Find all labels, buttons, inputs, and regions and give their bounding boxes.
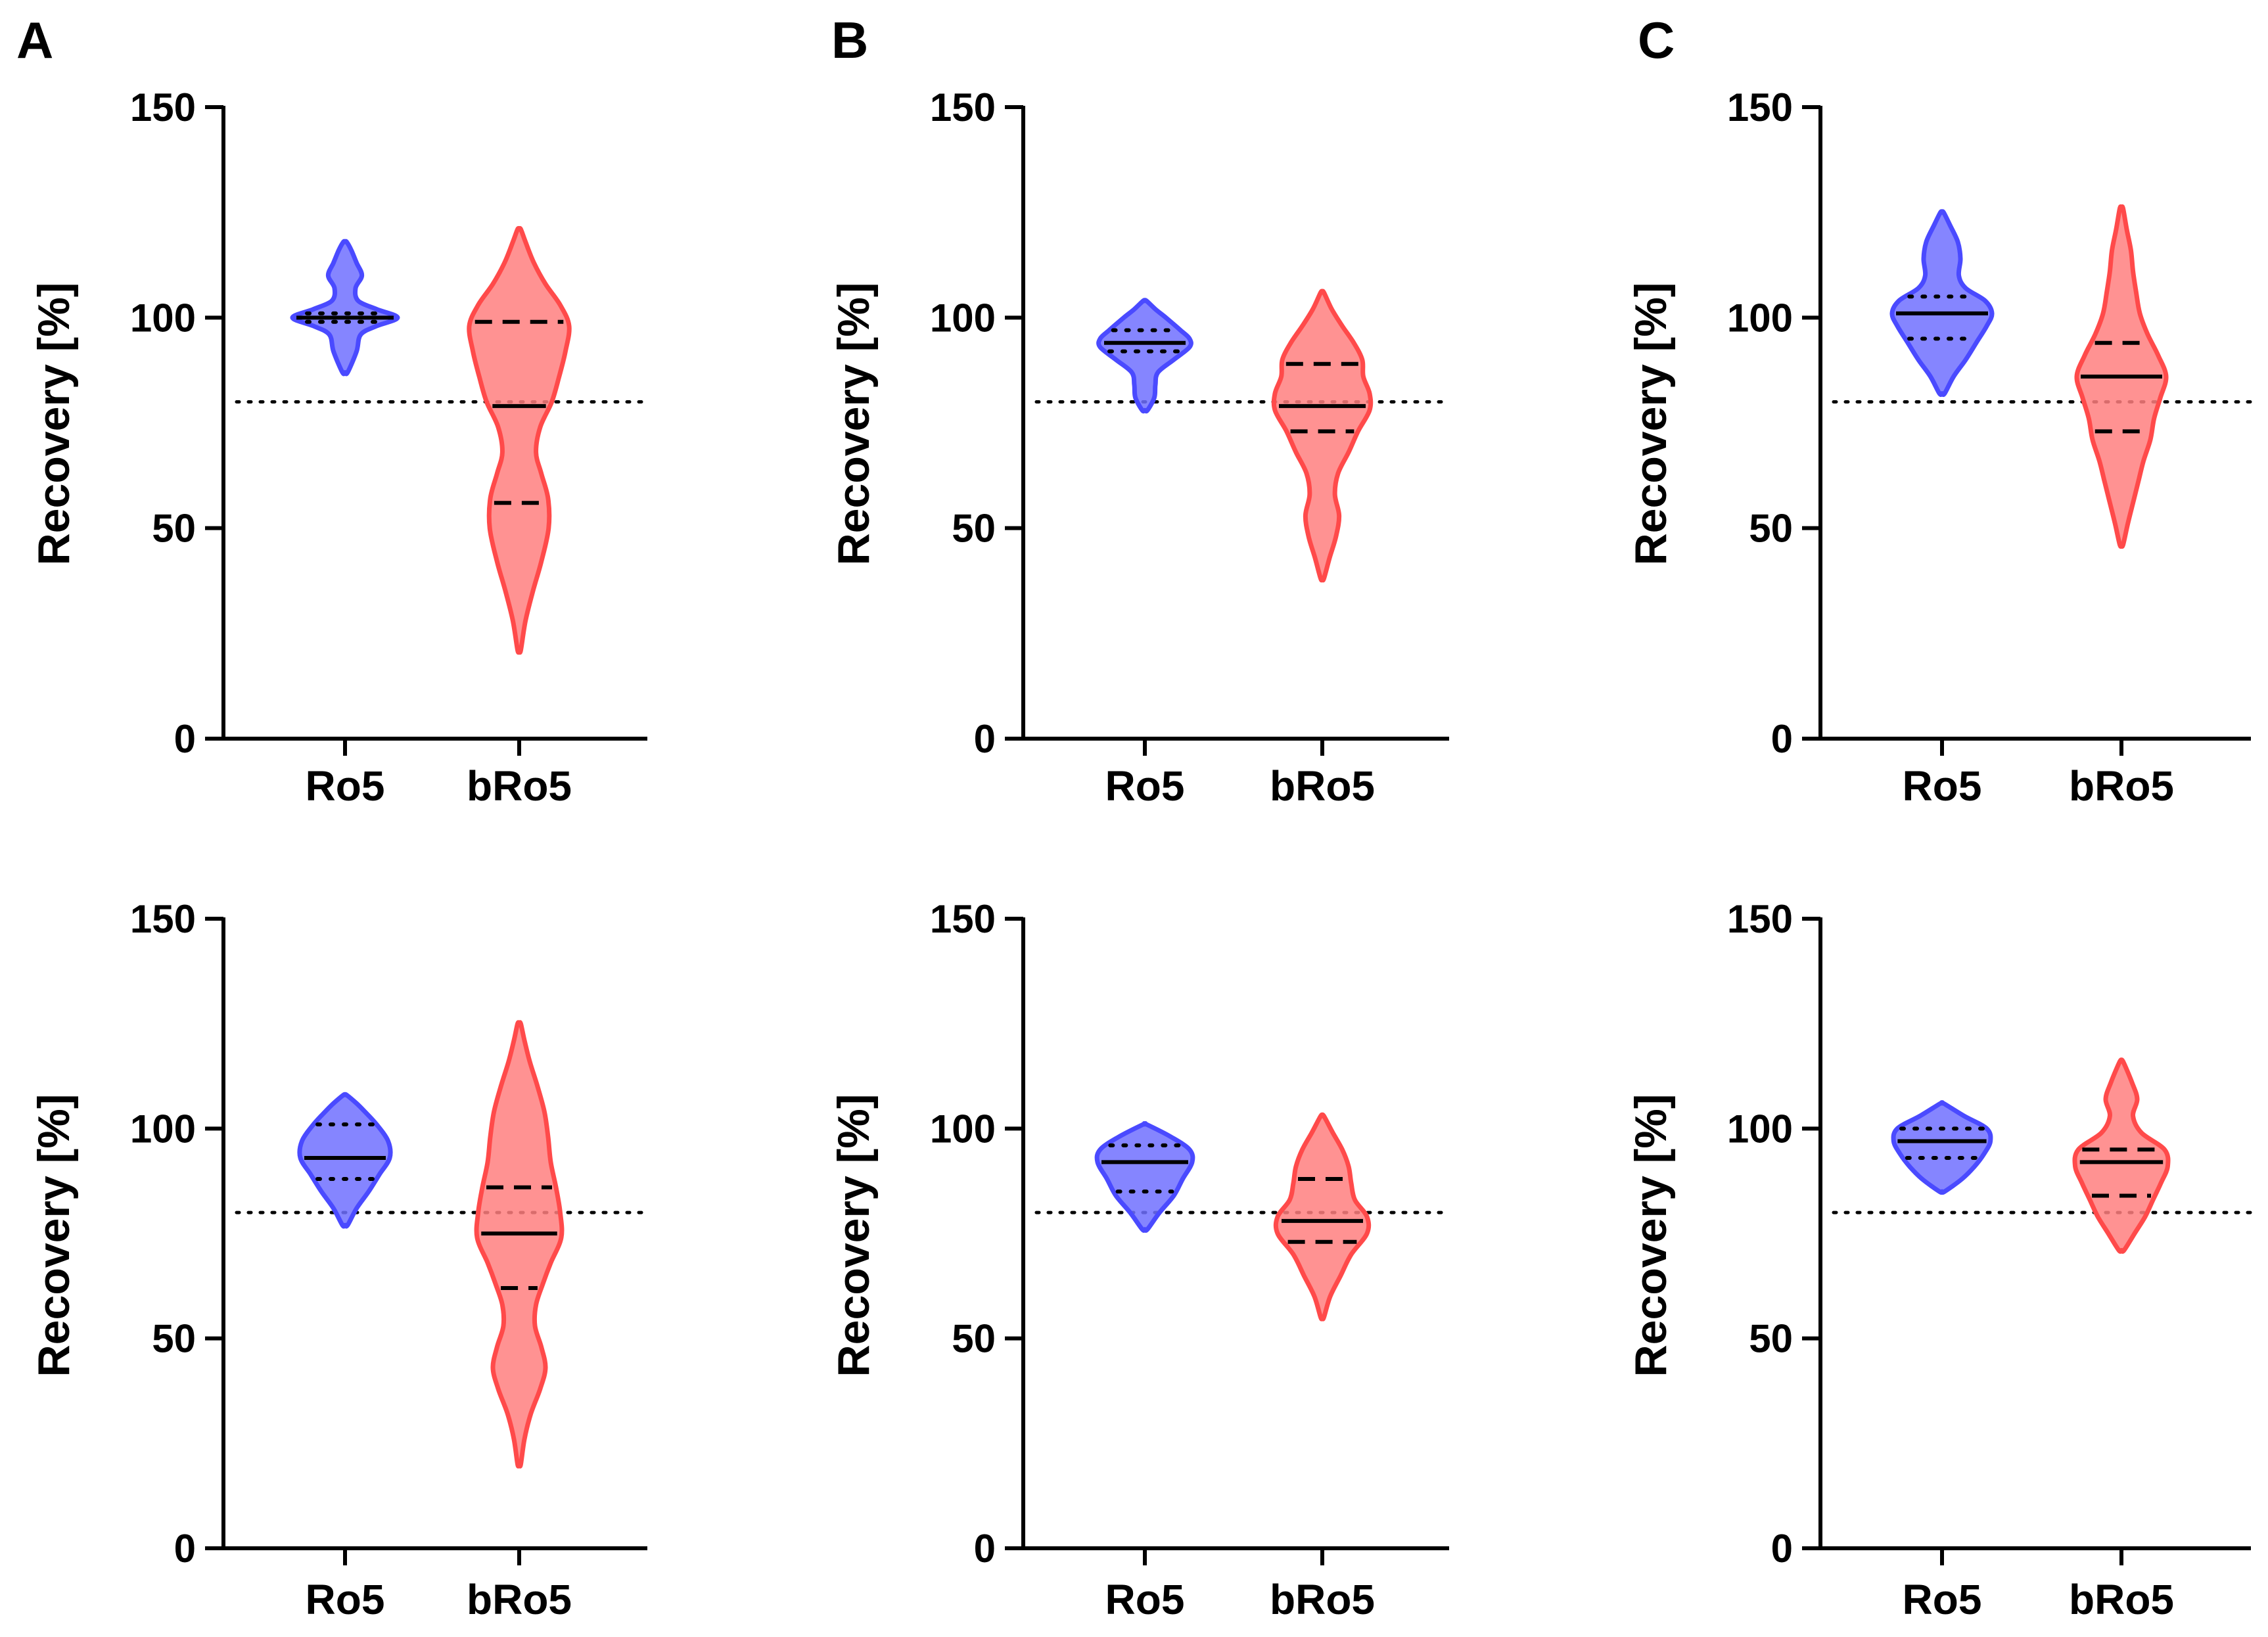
violin-chart-c-top: 0 50 100 150 Recovery [%] Ro5 bRo5 bbox=[1626, 85, 2253, 810]
violin-ro5 bbox=[1096, 298, 1193, 414]
y-tick-label: 150 bbox=[1727, 85, 1793, 129]
y-tick-label: 150 bbox=[930, 85, 996, 129]
x-category-label: Ro5 bbox=[306, 762, 385, 810]
violin-ro5 bbox=[290, 239, 400, 377]
y-tick-label: 50 bbox=[1749, 1317, 1793, 1361]
y-axis-label: Recovery [%] bbox=[1626, 1094, 1676, 1377]
y-tick-label: 100 bbox=[930, 296, 996, 340]
x-category-label: bRo5 bbox=[2069, 762, 2174, 810]
y-tick-label: 100 bbox=[130, 1107, 196, 1151]
violin-chart-a-bottom: 0 50 100 150 Recovery [%] Ro5 bRo5 bbox=[29, 897, 649, 1623]
y-tick-label: 150 bbox=[1727, 897, 1793, 941]
violin-chart-a-top: 0 50 100 150 Recovery [%] Ro5 bRo5 bbox=[29, 85, 649, 810]
panel-letter-c: C bbox=[1638, 11, 1675, 69]
y-tick-label: 0 bbox=[1771, 717, 1793, 761]
violin-chart-b-bottom: 0 50 100 150 Recovery [%] Ro5 bRo5 bbox=[829, 897, 1451, 1623]
x-category-label: bRo5 bbox=[1270, 762, 1375, 810]
violin-plots-group: 0 50 100 150 Recovery [%] Ro5 bRo5 0 50 100 150 Rec… bbox=[29, 85, 2253, 1623]
y-axis-label: Recovery [%] bbox=[1626, 283, 1676, 566]
y-axis-label: Recovery [%] bbox=[829, 1094, 879, 1377]
y-tick-label: 0 bbox=[974, 717, 996, 761]
y-tick-label: 0 bbox=[174, 717, 196, 761]
violin-bro5 bbox=[1271, 288, 1374, 583]
y-tick-label: 150 bbox=[930, 897, 996, 941]
y-tick-label: 50 bbox=[952, 507, 996, 551]
violin-bro5 bbox=[467, 225, 572, 655]
violin-bro5 bbox=[474, 1020, 565, 1469]
y-tick-label: 150 bbox=[130, 85, 196, 129]
x-category-label: Ro5 bbox=[1105, 1576, 1185, 1623]
x-category-label: Ro5 bbox=[1903, 762, 1982, 810]
violin-ro5 bbox=[297, 1092, 393, 1229]
panel-letter-a: A bbox=[16, 11, 53, 69]
violin-chart-b-top: 0 50 100 150 Recovery [%] Ro5 bRo5 bbox=[829, 85, 1451, 810]
y-tick-label: 100 bbox=[930, 1107, 996, 1151]
x-category-label: Ro5 bbox=[1105, 762, 1185, 810]
y-axis-label: Recovery [%] bbox=[29, 1094, 79, 1377]
violin-bro5 bbox=[2072, 1057, 2171, 1254]
y-tick-label: 0 bbox=[974, 1527, 996, 1571]
violin-ro5 bbox=[1889, 209, 1995, 398]
y-tick-label: 100 bbox=[1727, 1107, 1793, 1151]
x-category-label: bRo5 bbox=[467, 762, 572, 810]
violin-chart-c-bottom: 0 50 100 150 Recovery [%] Ro5 bRo5 bbox=[1626, 897, 2253, 1623]
x-category-label: bRo5 bbox=[1270, 1576, 1375, 1623]
y-axis-label: Recovery [%] bbox=[29, 283, 79, 566]
y-tick-label: 50 bbox=[152, 1317, 196, 1361]
y-tick-label: 50 bbox=[152, 507, 196, 551]
x-category-label: Ro5 bbox=[306, 1576, 385, 1623]
panel-letter-b: B bbox=[831, 11, 868, 69]
x-category-label: bRo5 bbox=[467, 1576, 572, 1623]
violin-bro5 bbox=[1273, 1112, 1372, 1322]
y-tick-label: 50 bbox=[952, 1317, 996, 1361]
y-tick-label: 0 bbox=[174, 1527, 196, 1571]
y-axis-label: Recovery [%] bbox=[829, 283, 879, 566]
violin-ro5 bbox=[1094, 1121, 1195, 1233]
violin-ro5 bbox=[1891, 1100, 1993, 1195]
y-tick-label: 50 bbox=[1749, 507, 1793, 551]
y-tick-label: 100 bbox=[1727, 296, 1793, 340]
y-tick-label: 150 bbox=[130, 897, 196, 941]
x-category-label: Ro5 bbox=[1903, 1576, 1982, 1623]
x-category-label: bRo5 bbox=[2069, 1576, 2174, 1623]
y-tick-label: 0 bbox=[1771, 1527, 1793, 1571]
y-tick-label: 100 bbox=[130, 296, 196, 340]
